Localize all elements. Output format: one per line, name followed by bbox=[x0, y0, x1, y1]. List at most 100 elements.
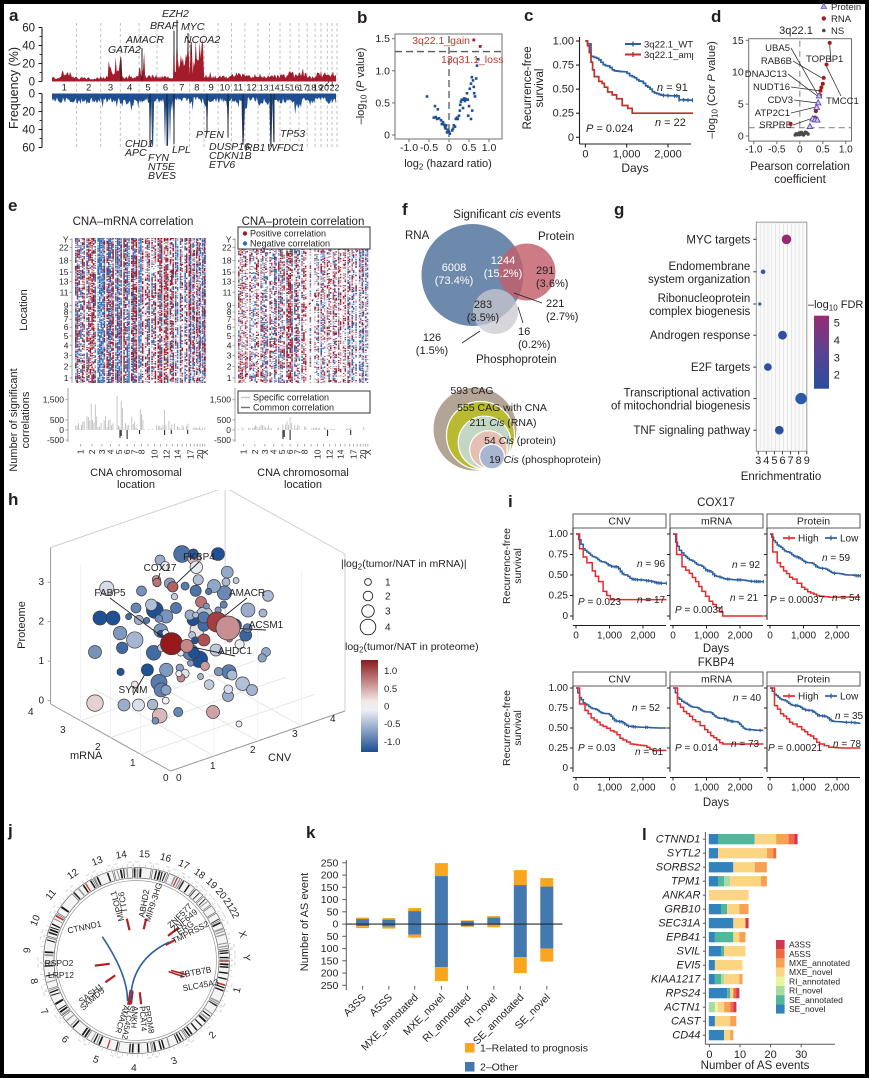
svg-text:11: 11 bbox=[233, 83, 243, 94]
svg-text:1: 1 bbox=[38, 656, 44, 667]
svg-text:221: 221 bbox=[546, 298, 564, 310]
svg-text:mRNA: mRNA bbox=[701, 516, 732, 528]
svg-text:UBA5: UBA5 bbox=[765, 43, 790, 54]
svg-text:13: 13 bbox=[59, 277, 69, 287]
svg-text:4: 4 bbox=[330, 714, 336, 725]
svg-text:n = 91: n = 91 bbox=[657, 82, 688, 94]
svg-text:Location: Location bbox=[18, 289, 30, 331]
svg-text:-1.0: -1.0 bbox=[745, 145, 763, 156]
svg-text:Protein: Protein bbox=[538, 231, 574, 243]
svg-text:0: 0 bbox=[573, 783, 579, 794]
svg-text:P = 0.014: P = 0.014 bbox=[675, 743, 719, 754]
svg-text:c: c bbox=[524, 6, 533, 25]
svg-text:6: 6 bbox=[285, 449, 295, 454]
svg-text:2: 2 bbox=[38, 617, 44, 628]
svg-text:0.5: 0.5 bbox=[816, 145, 830, 156]
svg-text:3: 3 bbox=[64, 350, 69, 360]
svg-text:5: 5 bbox=[277, 449, 287, 454]
svg-text:500: 500 bbox=[50, 415, 64, 425]
svg-text:14: 14 bbox=[270, 83, 280, 93]
svg-text:TPM1: TPM1 bbox=[671, 876, 700, 888]
svg-text:survival: survival bbox=[512, 710, 524, 746]
svg-text:22: 22 bbox=[330, 83, 340, 93]
svg-text:0: 0 bbox=[29, 89, 35, 101]
svg-text:1: 1 bbox=[210, 761, 216, 772]
svg-text:APC: APC bbox=[124, 147, 147, 159]
svg-text:100: 100 bbox=[321, 894, 339, 906]
svg-text:BVES: BVES bbox=[148, 170, 176, 182]
svg-text:TNF signaling pathway: TNF signaling pathway bbox=[633, 425, 750, 437]
svg-text:j: j bbox=[7, 821, 13, 840]
svg-text:0: 0 bbox=[29, 77, 35, 89]
svg-text:1,500: 1,500 bbox=[43, 395, 65, 405]
svg-text:P = 0.023: P = 0.023 bbox=[578, 597, 622, 608]
svg-text:250: 250 bbox=[321, 857, 339, 869]
svg-text:11: 11 bbox=[60, 287, 69, 297]
svg-text:0: 0 bbox=[163, 773, 169, 784]
svg-text:Number of AS events: Number of AS events bbox=[701, 1060, 810, 1072]
svg-text:3q22.1: 3q22.1 bbox=[779, 25, 813, 37]
svg-text:3: 3 bbox=[38, 577, 44, 588]
svg-text:RAB6B: RAB6B bbox=[761, 56, 792, 67]
svg-text:ANKAR: ANKAR bbox=[661, 890, 700, 902]
svg-text:0: 0 bbox=[568, 132, 574, 144]
svg-text:g: g bbox=[614, 200, 624, 219]
svg-text:P = 0.024: P = 0.024 bbox=[586, 123, 633, 135]
svg-text:8: 8 bbox=[137, 449, 147, 454]
svg-text:BRAF: BRAF bbox=[150, 20, 179, 32]
svg-text:n = 40: n = 40 bbox=[733, 693, 762, 704]
svg-text:1: 1 bbox=[227, 373, 232, 383]
svg-text:SORBS2: SORBS2 bbox=[656, 862, 701, 874]
svg-text:-0.5: -0.5 bbox=[384, 719, 400, 730]
svg-text:13q31.1_loss: 13q31.1_loss bbox=[441, 54, 503, 66]
svg-text:CNV: CNV bbox=[608, 674, 630, 686]
svg-text:500: 500 bbox=[217, 415, 231, 425]
svg-text:4: 4 bbox=[834, 335, 840, 347]
svg-text:18: 18 bbox=[59, 256, 69, 266]
svg-text:TTC6: TTC6 bbox=[116, 891, 130, 914]
svg-text:(2.7%): (2.7%) bbox=[546, 311, 578, 323]
svg-text:1: 1 bbox=[76, 449, 86, 454]
svg-text:RSPO2: RSPO2 bbox=[45, 958, 74, 968]
svg-text:SRPRB: SRPRB bbox=[759, 120, 792, 131]
svg-text:WFDC1: WFDC1 bbox=[267, 142, 304, 154]
svg-text:13: 13 bbox=[222, 277, 232, 287]
svg-text:ZBTB7B: ZBTB7B bbox=[179, 964, 213, 979]
svg-text:3q22.1_WT: 3q22.1_WT bbox=[644, 40, 693, 51]
svg-text:9: 9 bbox=[208, 83, 213, 94]
svg-text:17: 17 bbox=[298, 83, 308, 93]
svg-text:Ribonucleoprotein: Ribonucleoprotein bbox=[658, 293, 751, 305]
svg-text:KIAA1217: KIAA1217 bbox=[651, 974, 701, 986]
svg-text:2: 2 bbox=[64, 361, 69, 371]
svg-text:High: High bbox=[798, 692, 819, 703]
svg-text:3: 3 bbox=[60, 725, 66, 736]
svg-text:A3SS: A3SS bbox=[789, 940, 811, 950]
svg-text:0: 0 bbox=[573, 631, 579, 642]
svg-text:SYNM: SYNM bbox=[119, 685, 148, 696]
svg-text:2: 2 bbox=[385, 592, 391, 603]
svg-text:SE_annotated: SE_annotated bbox=[789, 995, 843, 1005]
svg-text:1: 1 bbox=[130, 758, 136, 769]
svg-text:Proteome: Proteome bbox=[16, 601, 28, 649]
svg-text:AHDC1: AHDC1 bbox=[218, 646, 252, 657]
svg-text:ACTN1: ACTN1 bbox=[663, 1002, 700, 1014]
svg-text:4: 4 bbox=[385, 623, 391, 634]
svg-text:5: 5 bbox=[834, 318, 840, 330]
svg-text:Phosphoprotein: Phosphoprotein bbox=[476, 354, 557, 366]
svg-text:Significant cis events: Significant cis events bbox=[453, 209, 561, 221]
svg-text:e: e bbox=[8, 196, 17, 215]
svg-text:-500: -500 bbox=[214, 435, 231, 445]
svg-text:1.0: 1.0 bbox=[384, 666, 397, 677]
svg-text:8: 8 bbox=[64, 307, 69, 317]
svg-text:13: 13 bbox=[90, 854, 105, 868]
svg-text:17: 17 bbox=[185, 449, 195, 459]
svg-text:3: 3 bbox=[755, 455, 761, 467]
svg-text:mRNA: mRNA bbox=[701, 674, 732, 686]
svg-text:n = 59: n = 59 bbox=[822, 553, 851, 564]
svg-text:Y: Y bbox=[63, 234, 69, 244]
svg-text:7: 7 bbox=[788, 455, 794, 467]
svg-text:GRB10: GRB10 bbox=[664, 904, 701, 916]
svg-text:0.50: 0.50 bbox=[549, 570, 569, 581]
svg-text:f: f bbox=[402, 200, 408, 219]
svg-text:survival: survival bbox=[534, 69, 546, 108]
